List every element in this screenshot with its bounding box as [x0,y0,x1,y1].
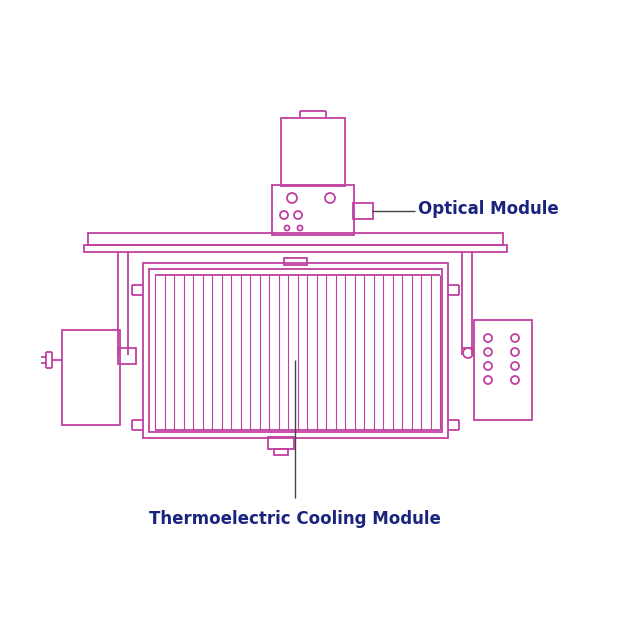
Bar [272,185,354,235]
Bar [62,330,120,425]
Bar [88,233,503,245]
Bar [118,348,136,364]
Bar [353,203,373,219]
Bar [149,269,442,432]
Bar [281,118,345,186]
Text: Optical Module: Optical Module [418,200,559,218]
Bar [284,258,307,265]
Text: Thermoelectric Cooling Module: Thermoelectric Cooling Module [149,510,441,528]
Bar [474,320,532,420]
Bar [268,437,294,449]
Bar [84,245,507,252]
Bar [274,449,288,455]
Bar [143,263,448,438]
